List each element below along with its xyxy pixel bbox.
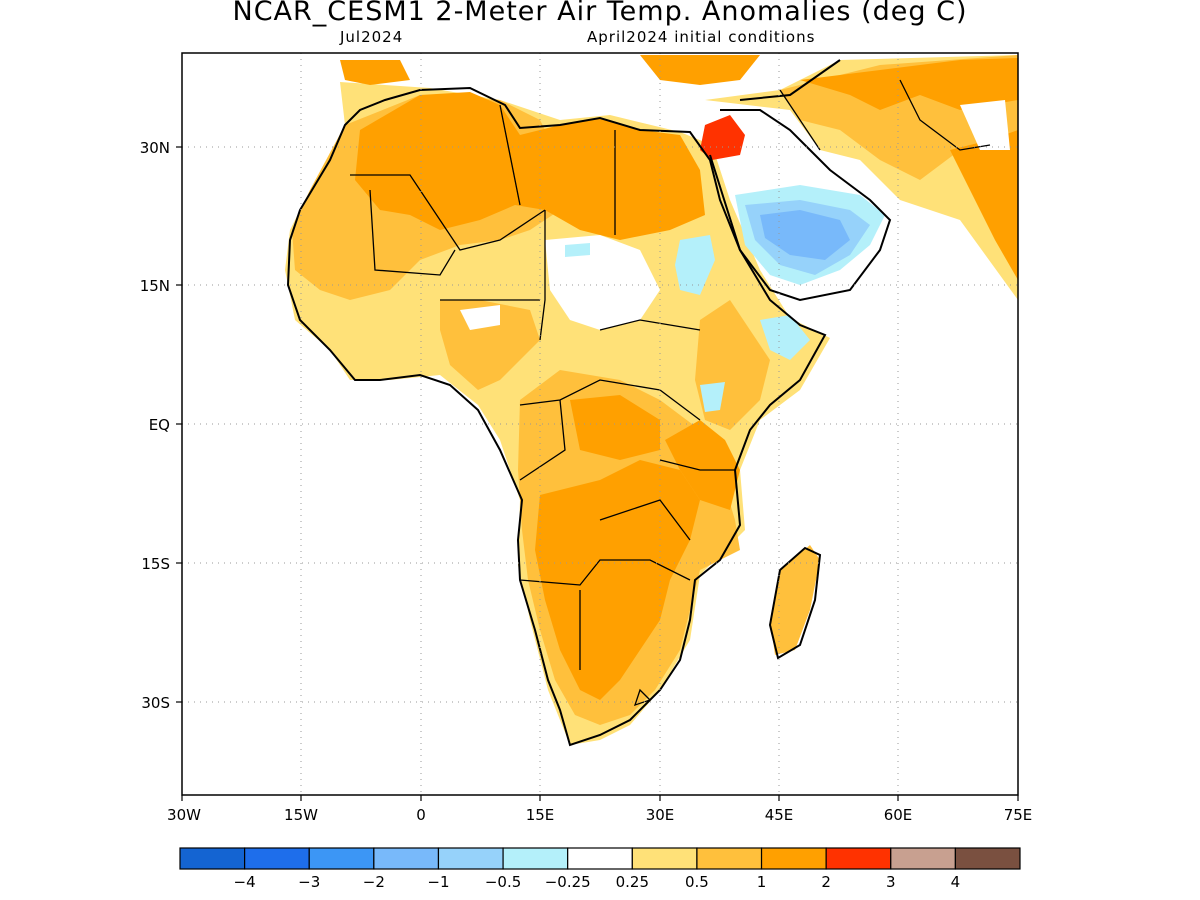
lon-label: 0 — [416, 806, 426, 824]
colorbar-swatch — [696, 847, 763, 870]
colorbar-label: 0.25 — [616, 873, 649, 891]
cool-anomaly-region — [675, 235, 715, 295]
latitude-labels: 30N 15N EQ 15S 30S — [140, 139, 170, 712]
neutral-region — [460, 305, 500, 330]
colorbar-label: −0.25 — [545, 873, 591, 891]
colorbar-swatch — [373, 847, 440, 870]
cool-anomaly-region — [700, 382, 725, 412]
colorbar-swatch — [890, 847, 956, 870]
lat-label: 15N — [140, 277, 170, 295]
anomaly-region-2 — [355, 92, 705, 240]
longitude-labels: 30W 15W 0 15E 30E 45E 60E 75E — [167, 806, 1032, 824]
cool-anomaly-region — [760, 315, 810, 360]
axis-ticks — [176, 146, 1019, 801]
lat-label: 30N — [140, 139, 170, 157]
colorbar-swatch — [825, 847, 892, 870]
map-plot-area — [182, 53, 1018, 795]
colorbar-swatch — [631, 847, 698, 870]
lon-label: 60E — [884, 806, 913, 824]
cool-anomaly-region — [565, 243, 590, 257]
anomaly-region-1-2 — [770, 545, 820, 655]
anomaly-hotspot — [700, 115, 745, 160]
anomaly-region-2 — [535, 460, 700, 700]
colorbar-label: −2 — [363, 873, 385, 891]
lat-label: EQ — [149, 416, 170, 434]
colorbar-label: −0.5 — [485, 873, 521, 891]
colorbar-label: 3 — [886, 873, 896, 891]
lon-label: 45E — [765, 806, 794, 824]
colorbar-swatch — [437, 847, 504, 870]
colorbar-swatch — [308, 847, 375, 870]
colorbar-label: 4 — [951, 873, 961, 891]
colorbar-label: −1 — [427, 873, 449, 891]
initial-conditions-label: April2024 initial conditions — [587, 28, 816, 46]
graticule — [182, 53, 1018, 795]
anomaly-region-2 — [800, 58, 1018, 110]
forecast-month: Jul2024 — [340, 28, 404, 46]
colorbar-label: −3 — [298, 873, 320, 891]
lat-label: 15S — [141, 555, 170, 573]
colorbar-swatch — [244, 847, 310, 870]
colorbar-swatch — [760, 847, 827, 870]
anomaly-region-2 — [570, 395, 660, 460]
colorbar-swatch — [567, 847, 633, 870]
anomaly-region-1-2 — [440, 300, 540, 390]
cool-anomaly-region — [760, 210, 850, 260]
coastlines — [286, 59, 892, 747]
lat-label: 30S — [141, 694, 170, 712]
anomaly-region-2 — [640, 55, 760, 85]
colorbar-label: 1 — [757, 873, 767, 891]
anomaly-region-2 — [340, 60, 410, 85]
map-title: NCAR_CESM1 2-Meter Air Temp. Anomalies (… — [232, 0, 968, 27]
country-borders — [350, 79, 991, 707]
lon-label: 15W — [284, 806, 318, 824]
colorbar-swatch — [502, 847, 569, 870]
neutral-region — [960, 100, 1010, 150]
lon-label: 75E — [1004, 806, 1033, 824]
colorbar-swatch — [179, 847, 246, 870]
colorbar-swatch — [954, 847, 1021, 870]
colorbar-label: −4 — [234, 873, 256, 891]
lon-label: 15E — [526, 806, 555, 824]
colorbar-label: 0.5 — [685, 873, 709, 891]
anomaly-region-2 — [950, 130, 1018, 280]
lon-label: 30W — [167, 806, 201, 824]
colorbar-label: 2 — [821, 873, 831, 891]
anomaly-region-2 — [665, 420, 740, 510]
neutral-region — [545, 235, 660, 330]
lon-label: 30E — [646, 806, 675, 824]
colorbar: −4 −3 −2 −1 −0.5 −0.25 0.25 0.5 1 2 3 4 — [179, 847, 1021, 891]
